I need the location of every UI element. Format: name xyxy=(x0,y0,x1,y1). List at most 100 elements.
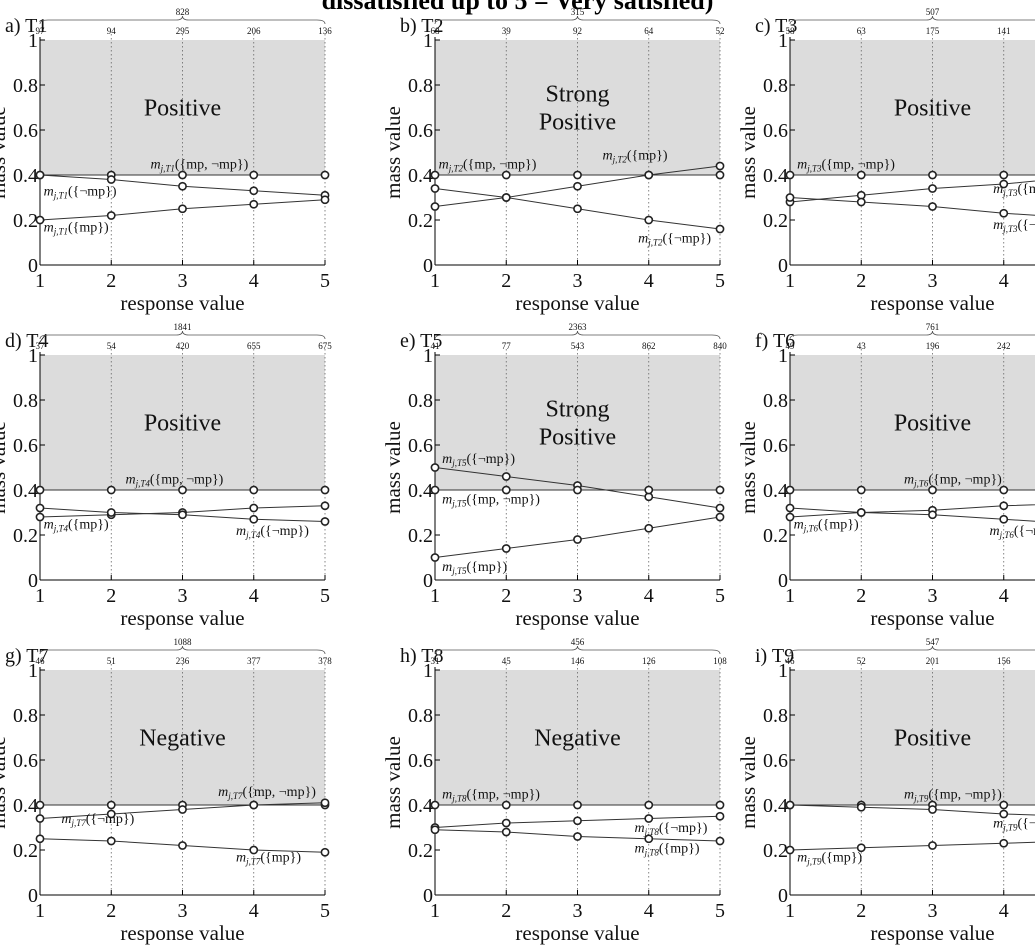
y-tick-label: 1 xyxy=(423,660,433,682)
y-axis-label: mass value xyxy=(381,736,405,829)
y-tick-label: 0.6 xyxy=(13,750,38,772)
data-point xyxy=(106,508,116,517)
data-point xyxy=(249,514,259,524)
y-tick-label: 0 xyxy=(28,570,38,592)
data-point xyxy=(320,501,330,511)
total-count: 547 xyxy=(926,637,940,647)
y-tick-label: 1 xyxy=(28,660,38,682)
data-point xyxy=(928,485,937,495)
x-tick-label: 4 xyxy=(249,585,259,607)
x-tick-label: 3 xyxy=(573,270,583,292)
x-axis-label: response value xyxy=(120,291,244,315)
series-line xyxy=(789,197,1035,216)
y-tick-label: 0 xyxy=(778,570,788,592)
x-axis-label: response value xyxy=(120,606,244,630)
series-label: mj,T2({mp, ¬mp}) xyxy=(439,157,537,173)
y-tick-label: 1 xyxy=(28,345,38,367)
data-point xyxy=(430,184,440,193)
data-point xyxy=(999,208,1009,218)
x-axis-label: response value xyxy=(870,291,994,315)
data-point xyxy=(320,195,330,205)
series-label: mj,T1({mp, ¬mp}) xyxy=(150,157,248,173)
x-tick-label: 2 xyxy=(106,585,116,607)
data-point xyxy=(573,485,582,495)
count-value: 54 xyxy=(107,341,117,351)
data-point xyxy=(715,800,725,810)
data-point xyxy=(928,510,937,520)
data-point xyxy=(106,485,116,495)
count-value: 49 xyxy=(786,341,796,351)
data-point xyxy=(928,170,937,180)
data-point xyxy=(785,485,795,495)
panel-label: d) T4 xyxy=(5,330,49,352)
count-value: 108 xyxy=(713,656,727,666)
x-tick-label: 2 xyxy=(106,900,116,922)
data-point xyxy=(999,179,1009,189)
x-tick-label: 4 xyxy=(249,270,259,292)
y-tick-label: 0.6 xyxy=(763,435,788,457)
y-axis-label: mass value xyxy=(736,736,760,829)
y-axis-label: mass value xyxy=(0,106,10,199)
y-tick-label: 0.8 xyxy=(13,75,38,97)
count-brace xyxy=(434,330,721,340)
count-value: 37 xyxy=(36,341,46,351)
count-value: 43 xyxy=(857,341,867,351)
count-brace xyxy=(434,15,721,25)
data-point xyxy=(999,170,1009,180)
data-point xyxy=(999,501,1009,511)
data-point xyxy=(928,184,937,193)
data-point xyxy=(644,170,654,180)
region-label: Positive xyxy=(894,726,971,752)
data-point xyxy=(501,472,511,481)
data-point xyxy=(928,805,937,814)
total-count: 456 xyxy=(571,637,585,647)
count-value: 420 xyxy=(176,341,190,351)
y-tick-label: 0.2 xyxy=(763,210,788,232)
x-axis-label: response value xyxy=(870,921,994,945)
data-point xyxy=(430,485,440,495)
shaded-region xyxy=(790,670,1035,805)
count-value: 175 xyxy=(926,26,940,36)
data-point xyxy=(35,170,45,180)
x-tick-label: 2 xyxy=(106,270,116,292)
y-tick-label: 0.8 xyxy=(408,390,433,412)
x-tick-label: 1 xyxy=(430,585,440,607)
count-brace xyxy=(39,645,326,655)
y-tick-label: 0.2 xyxy=(13,525,38,547)
data-point xyxy=(715,224,725,234)
count-brace xyxy=(434,645,721,655)
data-point xyxy=(715,811,725,821)
y-tick-label: 0.8 xyxy=(13,705,38,727)
panel-label: e) T5 xyxy=(400,330,442,352)
y-tick-label: 0.4 xyxy=(408,480,433,502)
y-tick-label: 0.4 xyxy=(408,165,433,187)
data-point xyxy=(856,802,866,812)
data-point xyxy=(999,809,1009,819)
series-line xyxy=(789,804,1035,816)
total-count: 1841 xyxy=(174,322,192,332)
panel-e: 0 0.2 0.4 0.6 0.8 1 1 2 3 4 5 response value mass va… xyxy=(381,322,727,630)
series-label: mj,T1({mp}) xyxy=(44,220,109,236)
y-tick-label: 0 xyxy=(778,255,788,277)
y-tick-label: 1 xyxy=(778,30,788,52)
count-brace xyxy=(789,645,1035,655)
count-value: 41 xyxy=(431,341,440,351)
y-tick-label: 0 xyxy=(423,570,433,592)
data-point xyxy=(785,845,795,855)
x-tick-label: 5 xyxy=(320,585,330,607)
data-point xyxy=(573,181,582,191)
count-value: 94 xyxy=(107,26,117,36)
y-tick-label: 0.2 xyxy=(408,840,433,862)
y-tick-label: 0.2 xyxy=(763,840,788,862)
y-tick-label: 0 xyxy=(28,885,38,907)
data-point xyxy=(785,170,795,180)
data-point xyxy=(573,800,582,810)
data-point xyxy=(785,512,795,522)
data-point xyxy=(178,204,187,214)
data-point xyxy=(320,170,330,180)
data-point xyxy=(320,847,330,857)
data-point xyxy=(644,523,654,533)
